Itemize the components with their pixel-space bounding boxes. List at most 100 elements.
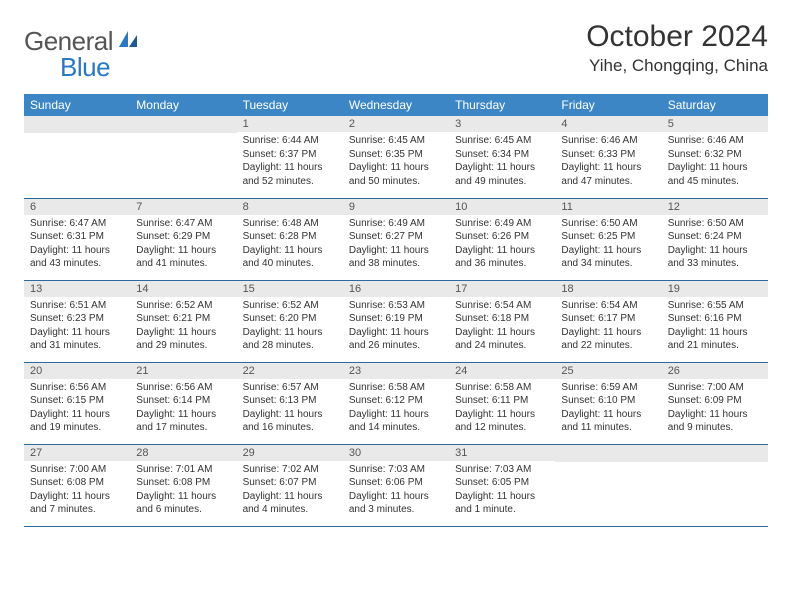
day-body: Sunrise: 6:56 AMSunset: 6:15 PMDaylight:… xyxy=(24,379,130,439)
day-body: Sunrise: 7:00 AMSunset: 6:09 PMDaylight:… xyxy=(662,379,768,439)
calendar-day-cell: 12Sunrise: 6:50 AMSunset: 6:24 PMDayligh… xyxy=(662,198,768,280)
header: General October 2024 Yihe, Chongqing, Ch… xyxy=(24,20,768,76)
calendar-day-cell: 5Sunrise: 6:46 AMSunset: 6:32 PMDaylight… xyxy=(662,116,768,198)
day-number: 14 xyxy=(130,281,236,297)
sunset-text: Sunset: 6:09 PM xyxy=(668,394,762,408)
daylight-text: Daylight: 11 hours and 40 minutes. xyxy=(243,244,337,271)
day-number: 4 xyxy=(555,116,661,132)
daylight-text: Daylight: 11 hours and 21 minutes. xyxy=(668,326,762,353)
calendar-day-cell: 16Sunrise: 6:53 AMSunset: 6:19 PMDayligh… xyxy=(343,280,449,362)
daylight-text: Daylight: 11 hours and 9 minutes. xyxy=(668,408,762,435)
sunset-text: Sunset: 6:14 PM xyxy=(136,394,230,408)
sunrise-text: Sunrise: 6:46 AM xyxy=(668,134,762,148)
sunset-text: Sunset: 6:17 PM xyxy=(561,312,655,326)
day-body: Sunrise: 7:01 AMSunset: 6:08 PMDaylight:… xyxy=(130,461,236,521)
calendar-day-cell: 3Sunrise: 6:45 AMSunset: 6:34 PMDaylight… xyxy=(449,116,555,198)
sunrise-text: Sunrise: 7:00 AM xyxy=(668,381,762,395)
day-body: Sunrise: 6:48 AMSunset: 6:28 PMDaylight:… xyxy=(237,215,343,275)
daylight-text: Daylight: 11 hours and 50 minutes. xyxy=(349,161,443,188)
sunrise-text: Sunrise: 7:01 AM xyxy=(136,463,230,477)
sunrise-text: Sunrise: 6:48 AM xyxy=(243,217,337,231)
day-number: 22 xyxy=(237,363,343,379)
day-number: 30 xyxy=(343,445,449,461)
sunset-text: Sunset: 6:20 PM xyxy=(243,312,337,326)
calendar-day-cell: 9Sunrise: 6:49 AMSunset: 6:27 PMDaylight… xyxy=(343,198,449,280)
day-number: 28 xyxy=(130,445,236,461)
empty-daynum xyxy=(662,445,768,462)
calendar-day-cell: 14Sunrise: 6:52 AMSunset: 6:21 PMDayligh… xyxy=(130,280,236,362)
day-number: 17 xyxy=(449,281,555,297)
daylight-text: Daylight: 11 hours and 41 minutes. xyxy=(136,244,230,271)
sunset-text: Sunset: 6:28 PM xyxy=(243,230,337,244)
sunrise-text: Sunrise: 6:54 AM xyxy=(455,299,549,313)
day-number: 29 xyxy=(237,445,343,461)
sunrise-text: Sunrise: 6:51 AM xyxy=(30,299,124,313)
calendar-day-cell: 2Sunrise: 6:45 AMSunset: 6:35 PMDaylight… xyxy=(343,116,449,198)
calendar-day-cell: 4Sunrise: 6:46 AMSunset: 6:33 PMDaylight… xyxy=(555,116,661,198)
weekday-header: Sunday xyxy=(24,94,130,116)
sunset-text: Sunset: 6:24 PM xyxy=(668,230,762,244)
calendar-day-cell: 17Sunrise: 6:54 AMSunset: 6:18 PMDayligh… xyxy=(449,280,555,362)
sunset-text: Sunset: 6:31 PM xyxy=(30,230,124,244)
day-body: Sunrise: 7:03 AMSunset: 6:05 PMDaylight:… xyxy=(449,461,555,521)
sunset-text: Sunset: 6:35 PM xyxy=(349,148,443,162)
day-number: 13 xyxy=(24,281,130,297)
sunset-text: Sunset: 6:29 PM xyxy=(136,230,230,244)
sunrise-text: Sunrise: 6:45 AM xyxy=(349,134,443,148)
calendar-day-cell: 10Sunrise: 6:49 AMSunset: 6:26 PMDayligh… xyxy=(449,198,555,280)
sunset-text: Sunset: 6:32 PM xyxy=(668,148,762,162)
sunset-text: Sunset: 6:19 PM xyxy=(349,312,443,326)
logo-sub: Blue xyxy=(24,52,110,83)
sunset-text: Sunset: 6:08 PM xyxy=(30,476,124,490)
sunset-text: Sunset: 6:25 PM xyxy=(561,230,655,244)
daylight-text: Daylight: 11 hours and 1 minute. xyxy=(455,490,549,517)
day-number: 27 xyxy=(24,445,130,461)
calendar-day-cell: 20Sunrise: 6:56 AMSunset: 6:15 PMDayligh… xyxy=(24,362,130,444)
daylight-text: Daylight: 11 hours and 28 minutes. xyxy=(243,326,337,353)
day-body: Sunrise: 6:58 AMSunset: 6:11 PMDaylight:… xyxy=(449,379,555,439)
sunrise-text: Sunrise: 6:50 AM xyxy=(668,217,762,231)
day-body: Sunrise: 6:54 AMSunset: 6:18 PMDaylight:… xyxy=(449,297,555,357)
sunset-text: Sunset: 6:10 PM xyxy=(561,394,655,408)
sunset-text: Sunset: 6:37 PM xyxy=(243,148,337,162)
sunset-text: Sunset: 6:08 PM xyxy=(136,476,230,490)
calendar-week-row: 20Sunrise: 6:56 AMSunset: 6:15 PMDayligh… xyxy=(24,362,768,444)
day-number: 18 xyxy=(555,281,661,297)
calendar-week-row: 1Sunrise: 6:44 AMSunset: 6:37 PMDaylight… xyxy=(24,116,768,198)
daylight-text: Daylight: 11 hours and 22 minutes. xyxy=(561,326,655,353)
sunset-text: Sunset: 6:21 PM xyxy=(136,312,230,326)
daylight-text: Daylight: 11 hours and 7 minutes. xyxy=(30,490,124,517)
daylight-text: Daylight: 11 hours and 36 minutes. xyxy=(455,244,549,271)
day-body: Sunrise: 6:54 AMSunset: 6:17 PMDaylight:… xyxy=(555,297,661,357)
calendar-day-cell: 19Sunrise: 6:55 AMSunset: 6:16 PMDayligh… xyxy=(662,280,768,362)
calendar-day-cell: 21Sunrise: 6:56 AMSunset: 6:14 PMDayligh… xyxy=(130,362,236,444)
sunset-text: Sunset: 6:16 PM xyxy=(668,312,762,326)
sunset-text: Sunset: 6:18 PM xyxy=(455,312,549,326)
sunrise-text: Sunrise: 6:58 AM xyxy=(455,381,549,395)
sunrise-text: Sunrise: 6:54 AM xyxy=(561,299,655,313)
sunrise-text: Sunrise: 6:49 AM xyxy=(349,217,443,231)
sunrise-text: Sunrise: 6:56 AM xyxy=(136,381,230,395)
day-number: 11 xyxy=(555,199,661,215)
sunrise-text: Sunrise: 6:52 AM xyxy=(243,299,337,313)
sunrise-text: Sunrise: 6:59 AM xyxy=(561,381,655,395)
daylight-text: Daylight: 11 hours and 3 minutes. xyxy=(349,490,443,517)
calendar-day-cell xyxy=(24,116,130,198)
daylight-text: Daylight: 11 hours and 17 minutes. xyxy=(136,408,230,435)
day-number: 3 xyxy=(449,116,555,132)
daylight-text: Daylight: 11 hours and 43 minutes. xyxy=(30,244,124,271)
empty-daynum xyxy=(555,445,661,462)
calendar-day-cell: 26Sunrise: 7:00 AMSunset: 6:09 PMDayligh… xyxy=(662,362,768,444)
sunrise-text: Sunrise: 7:00 AM xyxy=(30,463,124,477)
day-body: Sunrise: 6:57 AMSunset: 6:13 PMDaylight:… xyxy=(237,379,343,439)
calendar-day-cell: 28Sunrise: 7:01 AMSunset: 6:08 PMDayligh… xyxy=(130,444,236,526)
day-number: 23 xyxy=(343,363,449,379)
sunrise-text: Sunrise: 6:52 AM xyxy=(136,299,230,313)
day-body: Sunrise: 6:47 AMSunset: 6:29 PMDaylight:… xyxy=(130,215,236,275)
calendar-day-cell xyxy=(130,116,236,198)
sunrise-text: Sunrise: 6:45 AM xyxy=(455,134,549,148)
sunrise-text: Sunrise: 6:53 AM xyxy=(349,299,443,313)
weekday-header: Saturday xyxy=(662,94,768,116)
calendar-week-row: 13Sunrise: 6:51 AMSunset: 6:23 PMDayligh… xyxy=(24,280,768,362)
logo-sail-icon xyxy=(117,29,139,54)
